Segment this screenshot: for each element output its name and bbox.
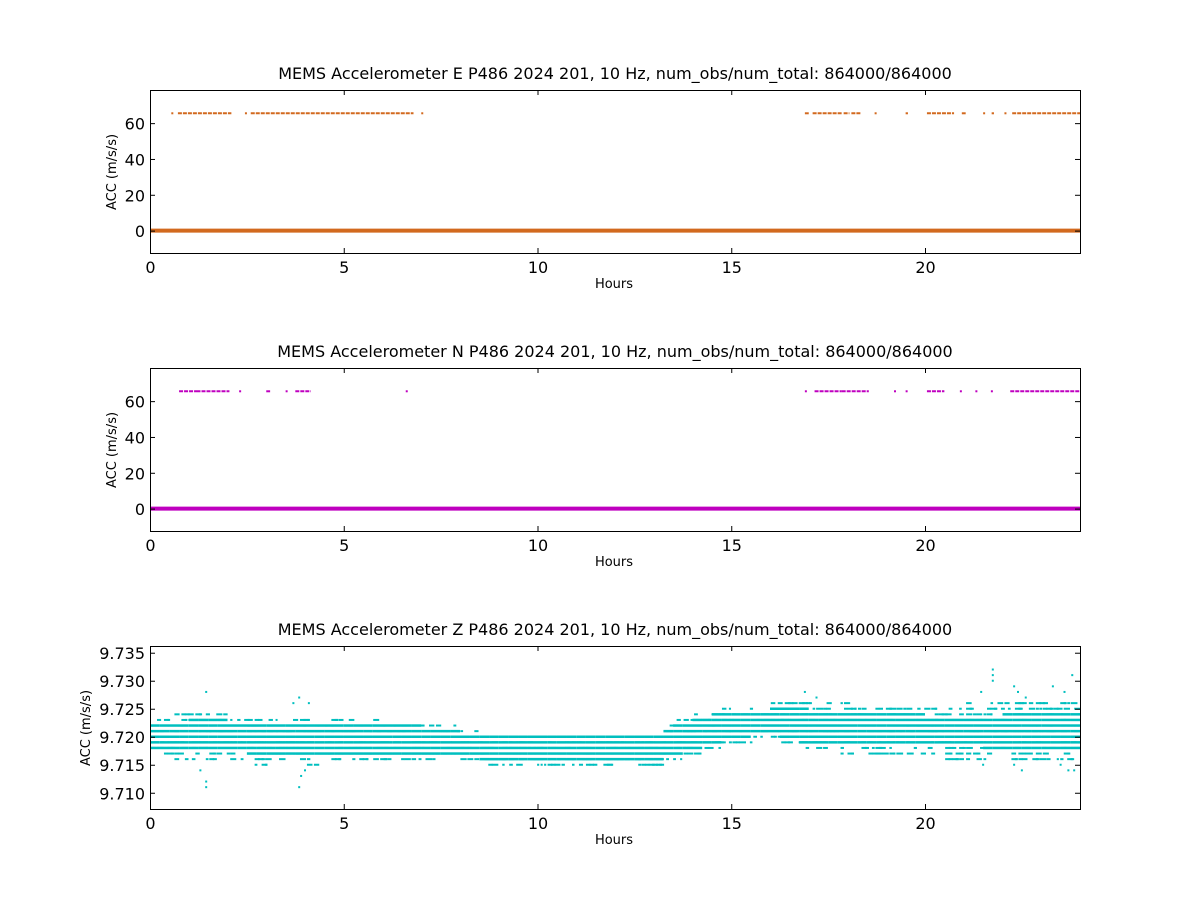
y-tick-label: 0: [135, 500, 145, 519]
outlier-point: [803, 690, 806, 693]
outlier-point: [1063, 690, 1066, 693]
outlier-point: [300, 774, 303, 777]
x-tick-label: 0: [145, 258, 155, 277]
outlier-point: [991, 668, 994, 671]
x-tick-label: 20: [915, 258, 935, 277]
outlier-point: [991, 674, 994, 677]
outlier-point: [205, 780, 208, 783]
outlier-point: [307, 702, 310, 705]
x-tick-label: 20: [915, 814, 935, 833]
outlier-point: [292, 702, 295, 705]
y-tick-label: 40: [125, 150, 145, 169]
y-tick-label: 20: [125, 186, 145, 205]
x-tick-label: 15: [722, 536, 742, 555]
chart-title: MEMS Accelerometer N P486 2024 201, 10 H…: [277, 342, 952, 362]
y-tick-label: 20: [125, 464, 145, 483]
outlier-point: [1067, 769, 1070, 772]
x-axis-label: Hours: [595, 277, 633, 292]
plot-frame: [150, 368, 1081, 532]
x-tick-label: 15: [722, 258, 742, 277]
outlier-point: [1013, 763, 1016, 766]
outlier-point: [1024, 696, 1027, 699]
outlier-point: [991, 679, 994, 682]
x-axis-label: Hours: [595, 833, 633, 848]
plot-frame: [150, 646, 1081, 810]
outlier-point: [1073, 769, 1076, 772]
x-tick-label: 10: [528, 258, 548, 277]
plot-marks: [150, 112, 1080, 233]
x-tick-label: 15: [722, 814, 742, 833]
x-tick-label: 5: [339, 814, 349, 833]
x-tick-label: 5: [339, 258, 349, 277]
plot-marks: [150, 668, 1080, 789]
x-tick-label: 10: [528, 536, 548, 555]
chart-title: MEMS Accelerometer E P486 2024 201, 10 H…: [278, 64, 952, 84]
x-tick-label: 5: [339, 536, 349, 555]
outlier-point: [1071, 674, 1074, 677]
outlier-point: [815, 696, 818, 699]
outlier-point: [1059, 763, 1062, 766]
x-tick-label: 0: [145, 536, 155, 555]
outlier-point: [205, 786, 208, 789]
axis-ticks: 0 5 10 15 20 9.710 9.715 9.720 9.725 9.730 9.735: [99, 644, 1080, 833]
outlier-point: [1017, 690, 1019, 693]
y-tick-label: 9.720: [99, 728, 145, 747]
y-tick-label: 60: [125, 115, 145, 134]
outlier-point: [982, 763, 985, 766]
panel-e: MEMS Accelerometer E P486 2024 201, 10 H…: [105, 64, 1081, 292]
plot-marks: [150, 390, 1080, 511]
y-tick-label: 9.730: [99, 672, 145, 691]
x-tick-label: 10: [528, 814, 548, 833]
y-tick-label: 9.710: [99, 784, 145, 803]
y-tick-label: 0: [135, 222, 145, 241]
x-axis-label: Hours: [595, 555, 633, 570]
y-tick-label: 60: [125, 393, 145, 412]
chart-title: MEMS Accelerometer Z P486 2024 201, 10 H…: [278, 620, 952, 640]
outlier-point: [298, 696, 301, 699]
x-tick-label: 20: [915, 536, 935, 555]
y-tick-label: 40: [125, 428, 145, 447]
y-axis-label: ACC (m/s/s): [79, 690, 94, 766]
x-tick-label: 0: [145, 814, 155, 833]
outlier-point: [980, 690, 983, 693]
outlier-point: [298, 786, 301, 789]
panel-z: MEMS Accelerometer Z P486 2024 201, 10 H…: [79, 620, 1081, 848]
y-axis-label: ACC (m/s/s): [105, 134, 120, 210]
y-tick-label: 9.735: [99, 644, 145, 663]
y-tick-label: 9.725: [99, 700, 145, 719]
outlier-point: [304, 769, 306, 772]
plot-frame: [150, 90, 1081, 254]
y-axis-label: ACC (m/s/s): [105, 412, 120, 488]
y-tick-label: 9.715: [99, 756, 145, 775]
outlier-point: [205, 690, 208, 693]
axis-ticks: 0 5 10 15 20 0 20 40 60: [125, 368, 1080, 555]
outlier-point: [1013, 685, 1016, 688]
outlier-point: [199, 769, 202, 772]
outlier-point: [1051, 685, 1054, 688]
panel-n: MEMS Accelerometer N P486 2024 201, 10 H…: [105, 342, 1081, 570]
axis-ticks: 0 5 10 15 20 0 20 40 60: [125, 90, 1080, 277]
outlier-point: [1020, 769, 1023, 772]
